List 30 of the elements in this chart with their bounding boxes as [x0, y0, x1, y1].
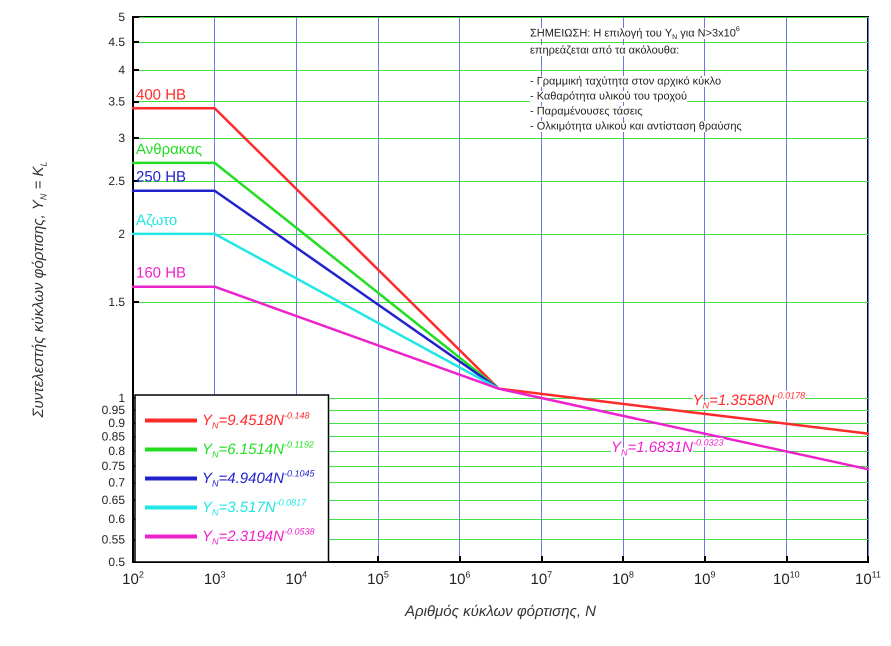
annotation: 400 HB: [136, 86, 186, 104]
annotation: επηρεάζεται από τα ακόλουθα:: [530, 44, 680, 56]
y-tick-label: 1.5: [108, 294, 126, 309]
y-tick-label: 0.9: [108, 416, 126, 430]
annotation: Ανθρακας: [136, 140, 202, 158]
y-axis-title: Συντελεστής κύκλων φόρτισης, YN = KL: [30, 161, 48, 419]
y-tick-label: 0.75: [102, 459, 126, 474]
annotation: - Γραμμική ταχύτητα στον αρχικό κύκλο: [530, 76, 722, 88]
y-tick-label: 4.5: [108, 34, 126, 49]
y-tick-label: 3: [118, 130, 126, 145]
annotation: - Καθαρότητα υλικού του τροχού: [530, 90, 687, 102]
annotation: - Ολκιμότητα υλικού και αντίσταση θραύσης: [530, 120, 742, 132]
y-tick-label: 2.5: [108, 174, 126, 188]
y-tick-label: 0.55: [102, 532, 126, 546]
y-tick-label: 0.8: [108, 444, 126, 458]
y-tick-label: 3.5: [108, 94, 126, 108]
y-tick-label: 0.65: [102, 492, 126, 507]
y-tick-label: 5: [118, 10, 126, 24]
x-axis-title: Αριθμός κύκλων φόρτισης, N: [404, 603, 596, 620]
annotation: Αζωτο: [136, 212, 178, 229]
y-tick-label: 0.7: [108, 475, 126, 490]
y-tick-label: 4: [118, 62, 126, 77]
y-tick-label: 0.5: [108, 555, 126, 569]
y-tick-label: 0.6: [108, 512, 126, 526]
y-tick-label: 0.95: [102, 403, 126, 418]
annotation: - Παραμένουσες τάσεις: [530, 106, 643, 118]
y-tick-label: 2: [118, 226, 126, 241]
y-tick-label: 0.85: [102, 429, 126, 444]
annotation: 160 HB: [136, 264, 186, 282]
y-tick-label: 1: [118, 390, 126, 405]
